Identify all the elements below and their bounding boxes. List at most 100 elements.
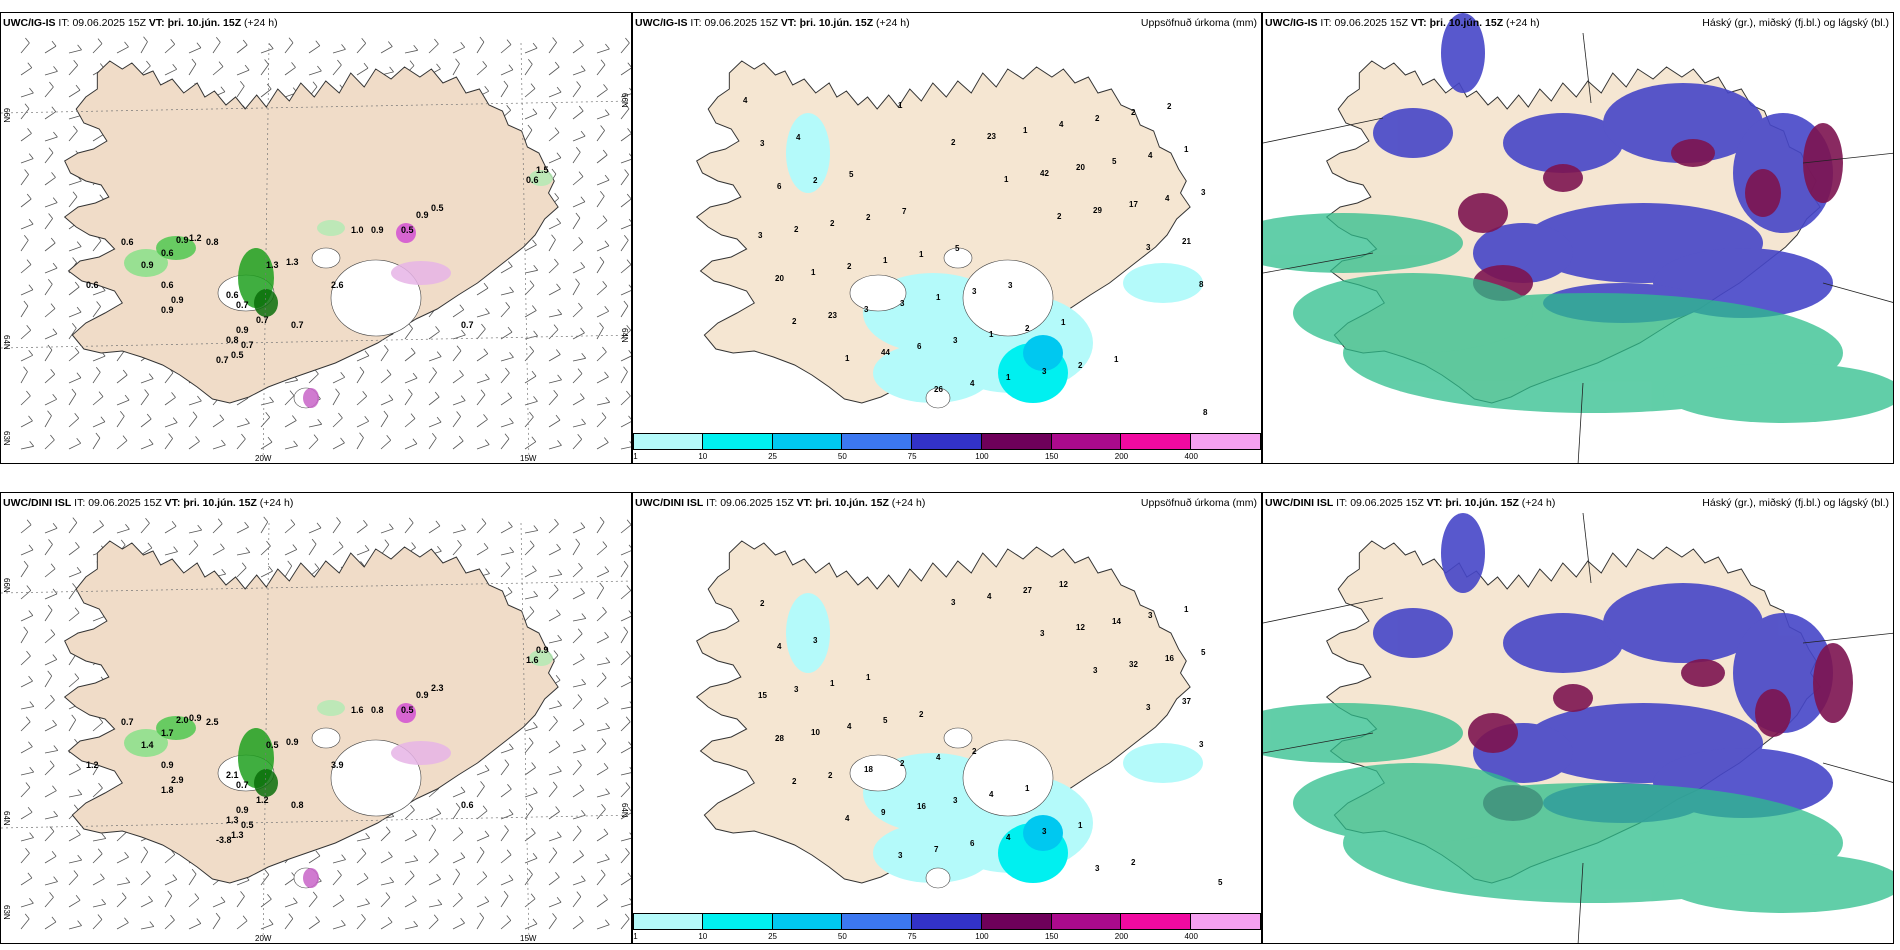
wind-barb-feather [551, 234, 556, 240]
wind-barb-feather [455, 802, 461, 809]
precip-value: 26 [934, 385, 943, 394]
wind-barb [44, 218, 53, 230]
wind-barb [620, 918, 630, 930]
wind-barb [620, 305, 629, 318]
wind-barb [236, 896, 245, 908]
wind-barb-feather [29, 766, 35, 773]
wind-barb [20, 549, 34, 556]
wind-barb-feather [193, 540, 199, 546]
wind-barb [68, 588, 77, 600]
wind-barb-feather [437, 899, 443, 905]
wind-barb-feather [435, 326, 440, 332]
wind-barb-feather [531, 762, 536, 768]
wind-barb [428, 396, 440, 406]
wind-barb-feather [51, 851, 57, 857]
wind-barb-feather [509, 286, 514, 293]
wind-barb-feather [577, 694, 583, 700]
wind-barb [164, 397, 176, 406]
glacier [925, 867, 951, 889]
wind-barb-feather [191, 58, 197, 65]
precip-value: 2 [794, 225, 799, 234]
wind-barb [44, 45, 57, 54]
precip-value: 1 [883, 256, 888, 265]
wind-barb [428, 331, 440, 340]
wind-barb [188, 873, 197, 886]
wind-barb [572, 86, 581, 98]
wind-barb-feather [146, 413, 152, 420]
wind-barb-feather [341, 854, 346, 860]
wind-barb-feather [75, 84, 81, 91]
wind-barb-feather [73, 804, 79, 811]
wind-barb [332, 546, 344, 556]
wind-barb-feather [460, 395, 466, 401]
precip-value: 1 [1184, 145, 1189, 154]
wind-barb [140, 875, 151, 886]
precip-value: 0.9 [286, 737, 299, 747]
wind-barb [140, 41, 148, 54]
wind-barb [524, 611, 535, 622]
wind-barb-feather [25, 716, 31, 723]
wind-barb [620, 787, 631, 798]
wind-barb [596, 286, 607, 296]
wind-barb [92, 615, 106, 622]
wind-barb [164, 68, 177, 76]
wind-barb [44, 724, 57, 732]
wind-barb-feather [337, 869, 342, 876]
wind-barb [308, 423, 322, 428]
wind-barb [20, 264, 32, 274]
wind-barb-feather [599, 322, 604, 328]
wind-barb-feather [52, 394, 58, 400]
precip-value: 0.9 [416, 690, 429, 700]
wind-barb-feather [410, 413, 416, 419]
wind-barb [164, 895, 173, 908]
colorbar-tick: 1 [633, 452, 638, 461]
colorbar-swatch [842, 913, 913, 930]
wind-barb [164, 525, 177, 534]
wind-barb [548, 786, 558, 798]
wind-barb-feather [483, 414, 488, 420]
wind-barb [572, 658, 585, 666]
wind-barb [188, 441, 200, 450]
wind-barb [476, 876, 488, 886]
wind-barb-feather [52, 654, 58, 660]
wind-barb-feather [171, 392, 176, 398]
wind-barb [620, 721, 631, 732]
lat-label-right: 66N [620, 93, 629, 108]
wind-barb-feather [47, 344, 53, 351]
precip-value: 32 [1129, 660, 1138, 669]
wind-barb-feather [23, 366, 28, 372]
precip-value: 2 [847, 262, 852, 271]
wind-barb-feather [532, 787, 538, 794]
wind-barb-feather [554, 61, 560, 68]
precip-value: 27 [1023, 586, 1032, 595]
wind-barb [452, 529, 466, 534]
precip-value: 37 [1182, 697, 1191, 706]
wind-barb [380, 921, 393, 930]
wind-barb-feather [629, 701, 631, 704]
wind-barb [548, 770, 562, 776]
precip-value: 5 [955, 244, 960, 253]
wind-barb-feather [29, 832, 34, 838]
precip-value: 1.5 [536, 165, 549, 175]
wind-barb-feather [604, 174, 610, 181]
wind-barb-feather [628, 741, 631, 746]
wind-barb-feather [245, 418, 250, 424]
wind-barb-feather [551, 168, 557, 175]
wind-barb-feather [603, 84, 608, 90]
precip-shading [124, 650, 553, 888]
wind-barb [308, 896, 318, 908]
wind-barb-feather [336, 517, 341, 523]
precip-value: 3 [813, 636, 818, 645]
wind-barb-feather [386, 435, 392, 441]
wind-barb-feather [23, 300, 29, 307]
precip-area [1023, 335, 1063, 371]
wind-barb [596, 376, 609, 384]
wind-barb [548, 157, 562, 164]
wind-barb [68, 418, 79, 428]
wind-barb [452, 857, 465, 864]
wind-barb [620, 615, 631, 622]
wind-barb-feather [389, 66, 394, 73]
wind-barb [236, 423, 250, 428]
wind-barb [596, 833, 609, 842]
wind-barb [524, 595, 538, 600]
